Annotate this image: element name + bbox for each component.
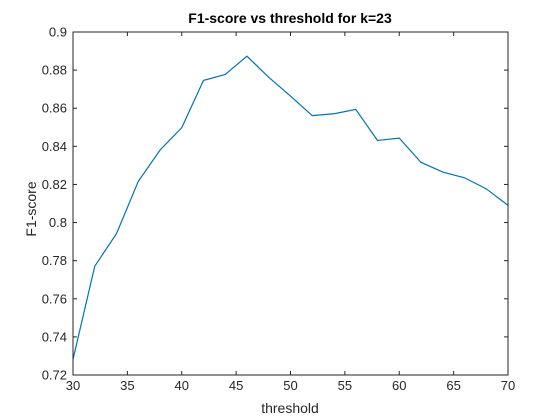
y-tick-label: 0.72 xyxy=(42,368,67,383)
y-tick-label: 0.76 xyxy=(42,291,67,306)
y-tick-label: 0.82 xyxy=(42,177,67,192)
x-tick-label: 45 xyxy=(229,378,243,393)
axes-box xyxy=(72,31,509,376)
series-line xyxy=(72,55,509,360)
y-tick-label: 0.8 xyxy=(49,215,67,230)
y-tick-label: 0.78 xyxy=(42,253,67,268)
chart-title: F1-score vs threshold for k=23 xyxy=(188,10,392,26)
x-tick-label: 40 xyxy=(175,378,189,393)
y-tick-label: 0.84 xyxy=(42,139,67,154)
y-tick-label: 0.9 xyxy=(49,25,67,40)
axis-tick-labels: 30 35 40 45 50 55 60 65 70 0.72 0.74 0.76 0.78 0.8 0.8… xyxy=(42,25,516,394)
x-tick-label: 55 xyxy=(338,378,352,393)
y-tick-label: 0.74 xyxy=(42,329,67,344)
x-tick-label: 35 xyxy=(120,378,134,393)
plot-area: 30 35 40 45 50 55 60 65 70 0.72 0.74 0.76 0.78 0.8 0.8… xyxy=(42,25,516,394)
y-tick-label: 0.86 xyxy=(42,101,67,116)
y-tick-label: 0.88 xyxy=(42,63,67,78)
x-axis-label: threshold xyxy=(261,400,319,416)
x-tick-label: 30 xyxy=(66,378,80,393)
y-axis-label: F1-score xyxy=(23,181,39,236)
series-layer xyxy=(72,55,509,360)
x-tick-label: 65 xyxy=(446,378,460,393)
x-tick-label: 60 xyxy=(392,378,406,393)
x-tick-label: 70 xyxy=(501,378,515,393)
x-tick-label: 50 xyxy=(283,378,297,393)
axis-ticks xyxy=(72,31,509,376)
